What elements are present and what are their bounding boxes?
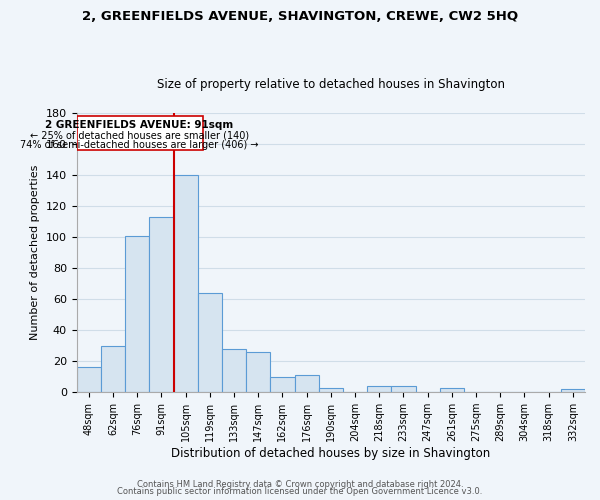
Y-axis label: Number of detached properties: Number of detached properties — [30, 165, 40, 340]
X-axis label: Distribution of detached houses by size in Shavington: Distribution of detached houses by size … — [171, 447, 490, 460]
Bar — [246, 352, 271, 392]
Bar — [101, 346, 125, 392]
Title: Size of property relative to detached houses in Shavington: Size of property relative to detached ho… — [157, 78, 505, 91]
Bar — [198, 293, 222, 392]
Bar — [77, 368, 101, 392]
Text: 74% of semi-detached houses are larger (406) →: 74% of semi-detached houses are larger (… — [20, 140, 259, 150]
Bar — [149, 217, 173, 392]
Text: ← 25% of detached houses are smaller (140): ← 25% of detached houses are smaller (14… — [30, 130, 249, 140]
Text: 2 GREENFIELDS AVENUE: 91sqm: 2 GREENFIELDS AVENUE: 91sqm — [46, 120, 234, 130]
Text: Contains public sector information licensed under the Open Government Licence v3: Contains public sector information licen… — [118, 487, 482, 496]
Bar — [295, 375, 319, 392]
Bar — [271, 376, 295, 392]
Bar — [222, 349, 246, 392]
Bar — [367, 386, 391, 392]
FancyBboxPatch shape — [77, 116, 203, 150]
Bar — [440, 388, 464, 392]
Bar — [125, 236, 149, 392]
Bar — [391, 386, 416, 392]
Text: 2, GREENFIELDS AVENUE, SHAVINGTON, CREWE, CW2 5HQ: 2, GREENFIELDS AVENUE, SHAVINGTON, CREWE… — [82, 10, 518, 23]
Text: Contains HM Land Registry data © Crown copyright and database right 2024.: Contains HM Land Registry data © Crown c… — [137, 480, 463, 489]
Bar — [319, 388, 343, 392]
Bar — [561, 389, 585, 392]
Bar — [173, 175, 198, 392]
